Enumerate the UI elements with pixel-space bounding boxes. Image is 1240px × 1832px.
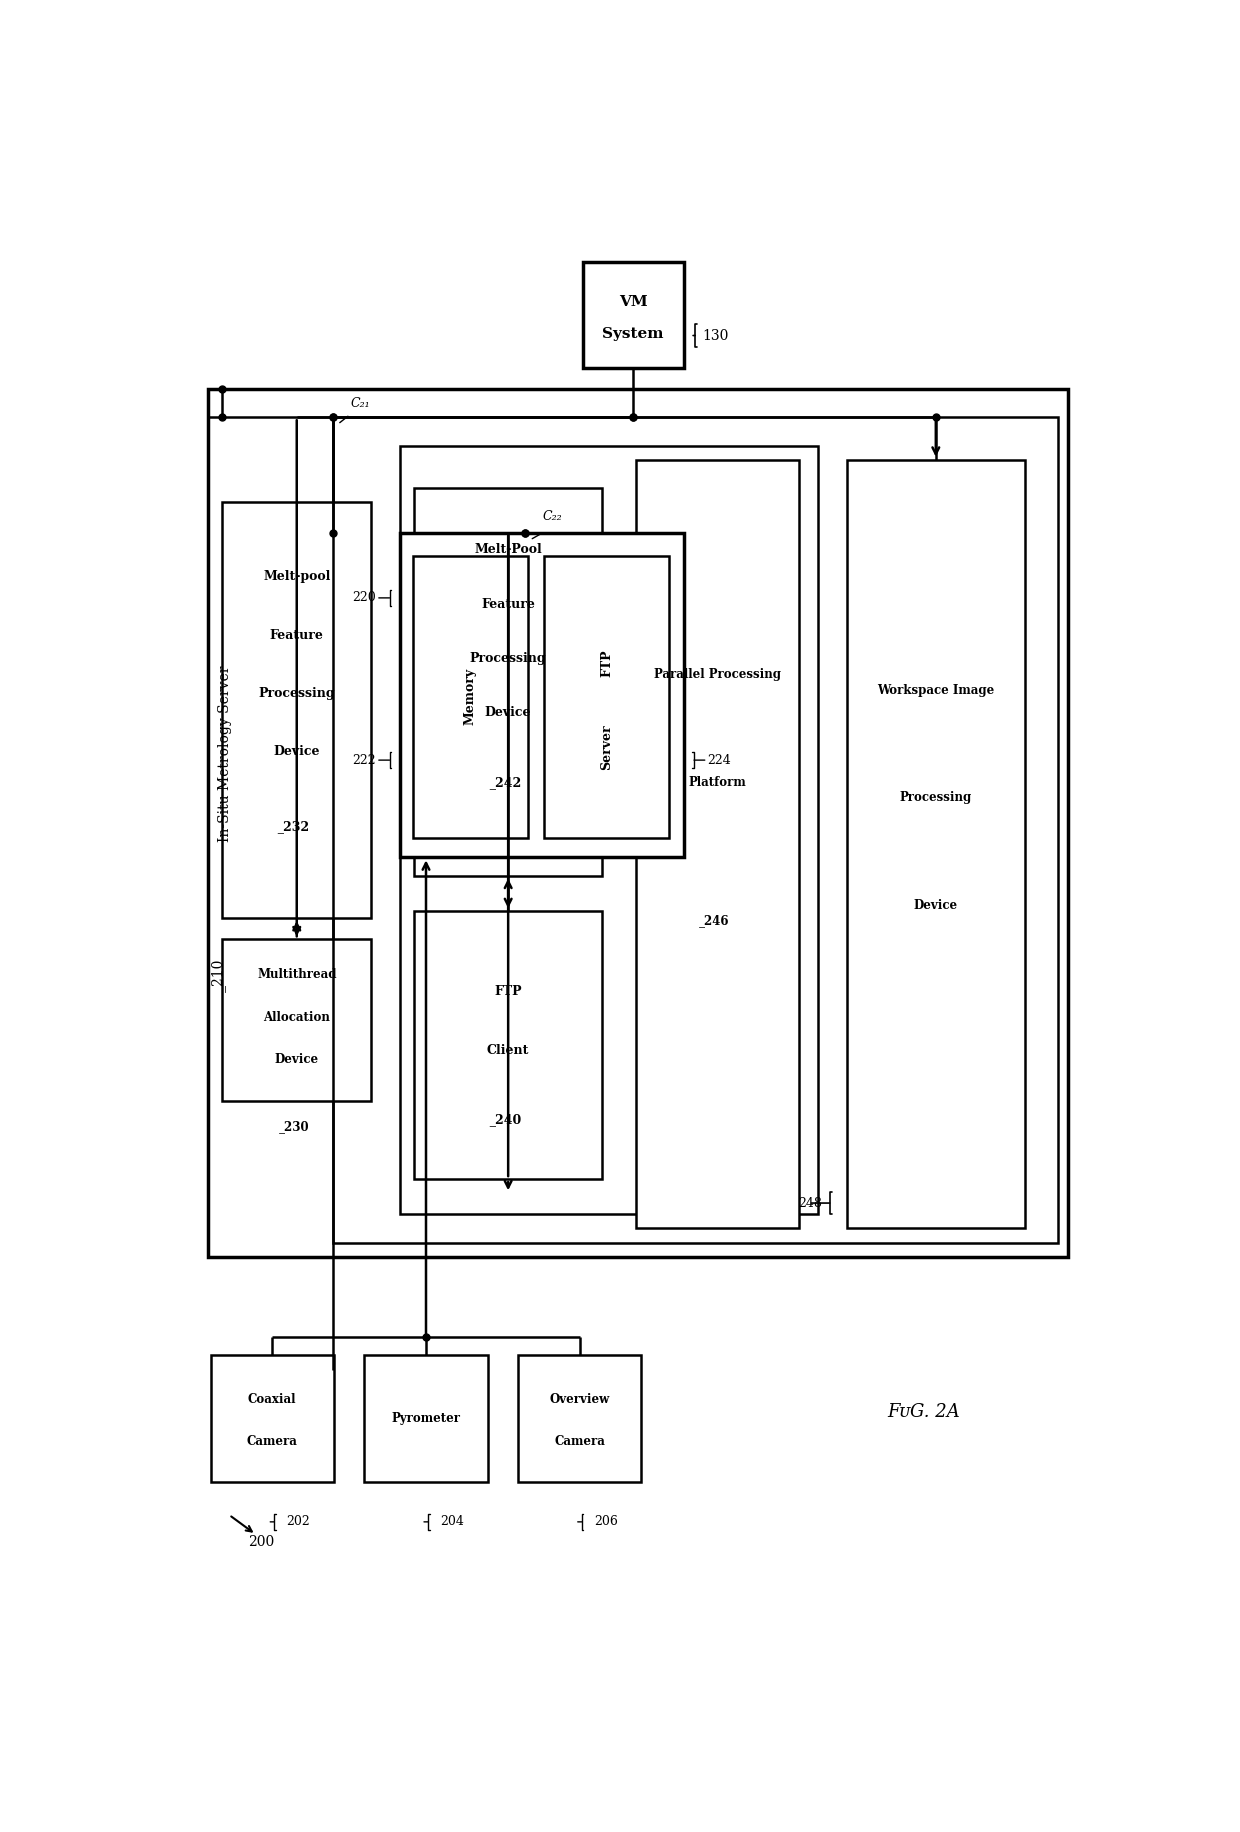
Bar — [635, 460, 799, 1229]
Text: Coaxial: Coaxial — [248, 1394, 296, 1407]
Text: Camera: Camera — [554, 1434, 605, 1449]
Text: Device: Device — [914, 900, 957, 912]
Text: VM: VM — [619, 295, 647, 310]
Text: 206: 206 — [594, 1515, 618, 1528]
Text: Pyrometer: Pyrometer — [392, 1412, 460, 1425]
Bar — [222, 940, 371, 1101]
Text: 224: 224 — [708, 753, 732, 766]
Text: Memory: Memory — [464, 669, 476, 725]
Text: Device: Device — [275, 1053, 319, 1066]
Text: Device: Device — [274, 746, 320, 758]
Bar — [847, 460, 1024, 1229]
Bar — [414, 911, 601, 1180]
Text: C₂₂: C₂₂ — [542, 509, 562, 522]
Bar — [413, 555, 528, 837]
Text: C₂₁: C₂₁ — [350, 398, 370, 410]
Bar — [544, 555, 670, 837]
Text: 204: 204 — [440, 1515, 464, 1528]
Text: FTP: FTP — [495, 986, 522, 998]
Text: 220: 220 — [352, 592, 376, 605]
Text: 130: 130 — [703, 328, 729, 343]
Text: Multithread: Multithread — [257, 969, 336, 982]
Text: ̲240: ̲240 — [495, 1114, 521, 1127]
Bar — [208, 388, 1068, 1257]
Bar — [583, 262, 683, 368]
Text: Platform: Platform — [688, 777, 746, 790]
Text: Server: Server — [600, 725, 613, 769]
Bar — [211, 1356, 334, 1482]
Text: Client: Client — [487, 1044, 529, 1057]
Bar — [401, 445, 818, 1215]
Text: Melt-Pool: Melt-Pool — [474, 544, 542, 557]
Text: System: System — [603, 328, 663, 341]
Text: 202: 202 — [286, 1515, 310, 1528]
Bar — [332, 418, 1058, 1242]
Text: Overview: Overview — [549, 1394, 610, 1407]
Text: Processing: Processing — [470, 652, 547, 665]
Text: ̲232: ̲232 — [284, 821, 310, 834]
Text: In-Situ Metrology Server: In-Situ Metrology Server — [218, 665, 232, 841]
Text: Device: Device — [485, 707, 532, 720]
Text: 222: 222 — [352, 753, 376, 766]
Bar — [401, 533, 683, 857]
Text: Processing: Processing — [258, 687, 335, 700]
Text: ̲242: ̲242 — [495, 777, 521, 790]
Text: 200: 200 — [248, 1535, 274, 1548]
Text: Processing: Processing — [900, 791, 972, 804]
Text: Allocation: Allocation — [263, 1011, 330, 1024]
Bar — [518, 1356, 641, 1482]
Text: FTP: FTP — [600, 649, 613, 676]
Text: ̲210: ̲210 — [218, 965, 233, 993]
Text: Feature: Feature — [481, 597, 536, 610]
Bar — [222, 502, 371, 918]
Text: FᴜG. 2A: FᴜG. 2A — [888, 1403, 960, 1422]
Text: Feature: Feature — [270, 628, 324, 641]
Text: ̲246: ̲246 — [704, 914, 729, 927]
Text: Camera: Camera — [247, 1434, 298, 1449]
Bar — [365, 1356, 487, 1482]
Text: ̲230: ̲230 — [284, 1121, 309, 1134]
Text: Melt-pool: Melt-pool — [263, 570, 330, 583]
Bar — [414, 487, 601, 876]
Text: Parallel Processing: Parallel Processing — [653, 669, 781, 682]
Text: Workspace Image: Workspace Image — [877, 683, 994, 696]
Text: 248: 248 — [799, 1196, 822, 1209]
